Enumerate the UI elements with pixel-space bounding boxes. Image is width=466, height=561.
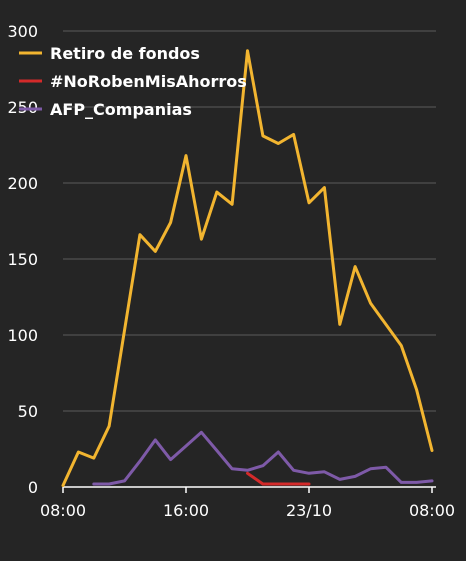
y-tick-label: 200 xyxy=(7,174,38,193)
y-tick-label: 150 xyxy=(7,250,38,269)
legend: Retiro de fondos #NoRobenMisAhorros AFP_Co… xyxy=(19,44,247,119)
y-tick-label: 0 xyxy=(28,478,38,497)
y-tick-label: 300 xyxy=(7,22,38,41)
legend-label: Retiro de fondos xyxy=(50,44,200,63)
y-tick-label: 100 xyxy=(7,326,38,345)
x-tick-label: 23/10 xyxy=(286,501,332,520)
x-tick-label: 16:00 xyxy=(163,501,209,520)
series-line-3 xyxy=(92,430,434,486)
legend-label: #NoRobenMisAhorros xyxy=(50,72,247,91)
series-line-2 xyxy=(246,471,311,486)
series-line-1 xyxy=(61,49,434,487)
x-tick-label: 08:00 xyxy=(409,501,455,520)
series-lines xyxy=(61,49,434,487)
legend-label: AFP_Companias xyxy=(50,100,192,119)
y-tick-label: 50 xyxy=(18,402,38,421)
x-tick-label: 08:00 xyxy=(40,501,86,520)
